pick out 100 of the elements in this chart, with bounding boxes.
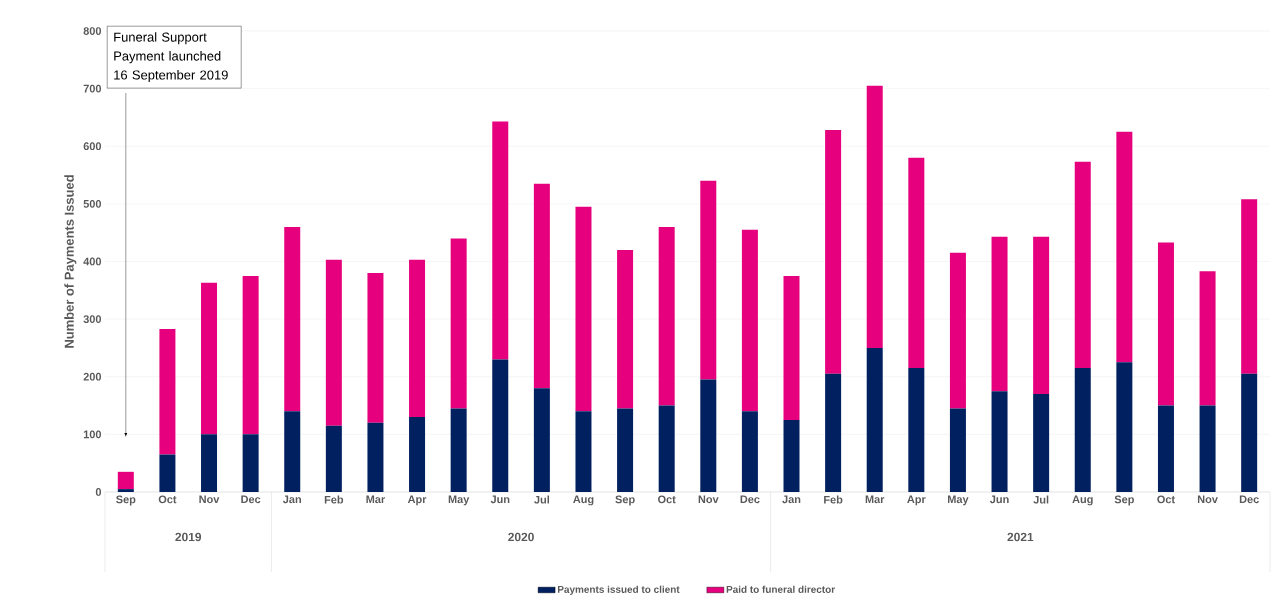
bar [866,347,883,492]
bar [825,130,842,374]
bar [575,411,592,492]
text: 2020 [508,532,534,542]
bar [201,434,218,492]
x-tick-label: Apr [407,495,427,506]
bar [949,252,966,409]
bar [284,411,301,492]
x-tick-label: Apr [907,495,926,506]
x-tick-label: May [948,495,969,506]
bar [908,368,925,492]
bar [325,425,342,492]
bar [1116,362,1133,492]
bar [1033,236,1050,395]
bar [533,183,550,389]
x-tick-label: Mar [366,495,386,504]
x-tick-label: Jul [534,495,550,504]
x-tick-label: Jun [989,495,1009,504]
x-tick-label: Nov [1197,495,1218,504]
bar [284,226,301,412]
x-tick-label: Nov [698,495,719,504]
bar [783,275,800,420]
x-tick-label: Jun [490,495,510,504]
bar [908,157,925,369]
legend-label: Paid to funeral director [726,585,835,593]
x-tick-label: Dec [241,495,261,504]
bar [450,408,467,492]
text: 2019 [175,532,202,542]
x-tick-label: May [448,495,470,506]
bar [783,419,800,492]
bar [492,359,509,492]
bar [1241,373,1258,492]
annotation: Funeral Support Payment launched 16 September 2019 [114,32,228,83]
bar [1157,405,1174,492]
bar [409,417,426,492]
x-tick-label: Jan [282,495,301,504]
y-tick-label: 500 [83,200,102,208]
bar [949,408,966,492]
bar [159,454,176,492]
x-tick-label: Oct [158,495,177,504]
bar [1116,131,1133,363]
y-tick-label: 200 [83,372,102,381]
x-tick-label: Jan [782,495,801,504]
bar [658,405,675,492]
bar [367,273,384,423]
bar [367,422,384,492]
bar [991,236,1008,392]
x-tick-label: Feb [324,495,344,504]
bar [533,388,550,492]
y-tick-label: 100 [83,430,102,439]
x-tick-label: Sep [1114,495,1134,506]
x-tick-label: Dec [740,495,760,504]
x-tick-label: Jul [1033,495,1049,504]
bar [991,391,1008,492]
y-tick-label: 0 [95,488,102,496]
bar [201,282,218,435]
bar [700,379,717,492]
bar [1241,199,1258,374]
bar [1074,368,1091,492]
bar [658,226,675,406]
x-tick-label: Sep [615,495,635,506]
bar [1199,405,1216,492]
text: 2021 [1007,532,1034,542]
bar [866,85,883,348]
bar [450,238,467,409]
x-tick-label: Oct [658,495,676,504]
bar [741,229,758,412]
bar [409,259,426,418]
bar [1199,271,1216,406]
bar [117,471,134,490]
bar [159,328,176,455]
bar [617,408,634,492]
bar [117,489,134,492]
y-tick-label: 600 [83,142,102,151]
y-axis-title: Number of Payments Issued [64,175,77,348]
bar [1033,394,1050,492]
bar [242,434,259,492]
bar [700,180,717,380]
x-tick-label: Mar [865,495,885,504]
bar [242,275,259,435]
y-tick-label: 800 [83,27,102,35]
x-tick-label: Oct [1157,495,1175,504]
legend-label: Payments issued to client [557,585,680,595]
bar [1074,161,1091,369]
y-tick-label: 400 [83,257,102,266]
x-tick-label: Aug [573,495,594,506]
bar [492,121,509,360]
y-tick-label: 700 [83,84,102,93]
x-tick-label: Aug [1072,495,1093,506]
bar [741,411,758,492]
x-tick-label: Feb [824,495,843,504]
y-tick-label: 300 [83,315,102,323]
bar [325,259,342,426]
bar [1157,242,1174,406]
bar [617,249,634,409]
x-tick-label: Nov [199,495,220,504]
x-tick-label: Dec [1239,495,1259,504]
bar [575,206,592,412]
bar [825,373,842,492]
x-tick-label: Sep [116,495,136,506]
